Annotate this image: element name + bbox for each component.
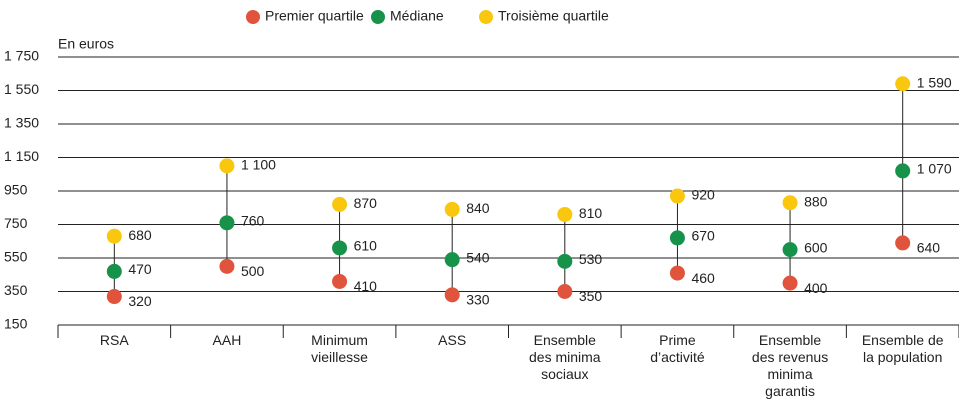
data-label: 640 [917,240,941,256]
dot [557,206,573,222]
dot [332,196,348,212]
data-label: 460 [691,270,715,286]
data-label: 920 [691,187,715,203]
data-label: 760 [241,213,265,229]
data-label: 320 [128,293,152,309]
data-label: 400 [804,280,828,296]
data-label: 1 070 [917,161,952,177]
x-tick-label: RSA [99,332,129,348]
data-label: 540 [466,249,490,265]
legend-label: Troisième quartile [498,8,609,24]
y-tick-label: 1 350 [4,115,39,131]
data-label: 680 [128,227,152,243]
y-tick-label: 750 [4,215,28,231]
dot [669,265,685,281]
data-label: 870 [354,195,378,211]
y-tick-label: 550 [4,249,28,265]
data-label: 810 [579,205,603,221]
y-tick-label: 350 [4,282,28,298]
data-label: 1 100 [241,157,276,173]
dot [444,201,460,217]
data-label: 330 [466,292,490,308]
legend-swatch [371,10,385,24]
data-label: 470 [128,261,152,277]
dot [332,240,348,256]
dot [895,163,911,179]
dot [219,215,235,231]
legend-label: Médiane [390,8,444,24]
x-tick-label: Ensemble des revenus minima garantis [751,332,829,399]
dot [106,289,122,305]
dot [444,287,460,303]
x-tick-label: Ensemble de la population [861,332,944,365]
x-tick-label: Minimum vieillesse [311,332,368,365]
data-label: 880 [804,193,828,209]
dot [106,263,122,279]
data-label: 600 [804,239,828,255]
x-tick-label: Prime d’activité [650,332,705,365]
x-tick-label: AAH [212,332,242,348]
y-axis-label: En euros [58,36,114,52]
y-tick-label: 150 [4,316,28,332]
dot [557,284,573,299]
data-label: 840 [466,200,490,216]
x-tick-label: ASS [438,332,467,348]
dot [782,275,798,291]
legend-label: Premier quartile [265,8,364,24]
dot [219,158,235,174]
dot [782,195,798,211]
data-label: 610 [354,238,378,254]
data-label: 500 [241,263,265,279]
dot [557,253,573,269]
dot [219,258,235,274]
dot [669,230,685,246]
data-label: 1 590 [917,75,952,91]
data-label: 410 [354,278,378,294]
y-tick-label: 1 150 [4,148,39,164]
legend-swatch [246,10,260,24]
dot [895,76,911,92]
data-label: 530 [579,251,603,267]
y-tick-label: 1 750 [4,48,39,64]
y-tick-label: 950 [4,182,28,198]
dot [106,228,122,244]
x-tick-label: Ensemble des minima sociaux [529,332,601,382]
data-label: 670 [691,228,715,244]
dot [332,273,348,289]
y-tick-label: 1 550 [4,81,39,97]
dot [444,252,460,268]
dot [669,188,685,204]
legend-swatch [479,10,493,24]
data-label: 350 [579,288,603,304]
dot [782,242,798,258]
dot [895,235,911,251]
